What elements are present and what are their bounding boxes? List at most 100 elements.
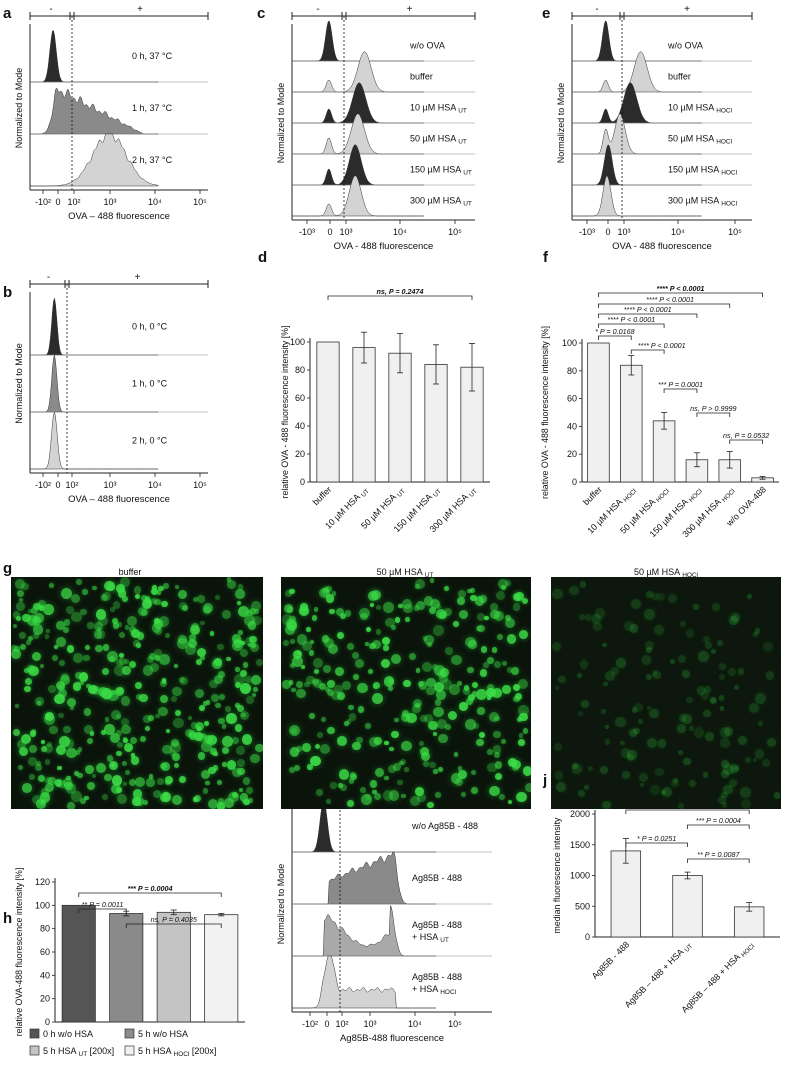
x-tick-label: 0 bbox=[324, 1019, 329, 1029]
cell-spot bbox=[66, 698, 76, 708]
cell-spot bbox=[477, 624, 485, 633]
cell-spot bbox=[352, 651, 360, 659]
cell-spot bbox=[239, 648, 248, 657]
cell-spot bbox=[487, 762, 497, 772]
cell-spot bbox=[435, 792, 441, 798]
cell-spot bbox=[128, 778, 136, 786]
cell-spot bbox=[645, 673, 653, 681]
cell-spot bbox=[518, 630, 528, 639]
cell-spot bbox=[82, 589, 88, 595]
cell-spot bbox=[184, 643, 196, 655]
cell-spot bbox=[244, 615, 256, 627]
cell-spot bbox=[154, 618, 160, 624]
cell-spot bbox=[26, 615, 38, 627]
cell-spot bbox=[72, 682, 82, 691]
cell-spot bbox=[352, 741, 361, 751]
row-label: w/o Ag85B - 488 bbox=[411, 821, 478, 831]
cell-spot bbox=[306, 675, 315, 685]
cell-spot bbox=[135, 682, 142, 689]
cell-spot bbox=[244, 675, 252, 683]
cell-spot bbox=[200, 769, 211, 779]
cell-spot bbox=[470, 769, 476, 776]
y-tick-label: 60 bbox=[295, 393, 305, 403]
cell-spot bbox=[250, 643, 256, 649]
significance-bracket bbox=[598, 292, 763, 297]
row-label: 10 µM HSA HOCl bbox=[668, 103, 732, 115]
x-tick-label: -10² bbox=[35, 480, 51, 490]
cell-spot bbox=[394, 717, 399, 723]
cell-spot bbox=[155, 627, 163, 636]
cell-spot bbox=[169, 742, 181, 754]
cell-spot bbox=[27, 608, 33, 614]
cell-spot bbox=[57, 688, 67, 698]
cell-spot bbox=[524, 782, 531, 792]
cell-spot bbox=[36, 761, 42, 767]
x-tick-label: -10³ bbox=[299, 227, 315, 237]
cell-spot bbox=[61, 588, 73, 599]
cell-spot bbox=[634, 703, 643, 712]
significance-label: ** P = 0.0087 bbox=[697, 850, 740, 859]
significance-bracket bbox=[625, 842, 688, 847]
cell-spot bbox=[384, 740, 389, 745]
cell-spot bbox=[434, 664, 446, 676]
cell-spot bbox=[96, 609, 107, 620]
y-axis-title: relative OVA-488 fluorescence intensity … bbox=[14, 868, 24, 1037]
significance-bracket bbox=[598, 303, 731, 308]
cell-spot bbox=[12, 611, 21, 619]
cell-spot bbox=[572, 762, 579, 769]
cell-spot bbox=[55, 680, 65, 691]
panel-letter: h bbox=[3, 910, 12, 927]
cell-spot bbox=[118, 658, 126, 666]
gate-minus-label: - bbox=[47, 272, 50, 283]
row-label: 150 µM HSA UT bbox=[410, 165, 472, 177]
cell-spot bbox=[26, 639, 32, 645]
cell-spot bbox=[71, 612, 82, 623]
cell-spot bbox=[423, 713, 433, 724]
cell-spot bbox=[134, 593, 141, 599]
legend-swatch bbox=[124, 1045, 135, 1056]
cell-spot bbox=[126, 616, 138, 627]
cell-spot bbox=[312, 658, 323, 669]
cell-spot bbox=[314, 743, 320, 749]
y-tick-label: 80 bbox=[40, 924, 50, 934]
cell-spot bbox=[116, 584, 126, 594]
cell-spot bbox=[222, 610, 232, 620]
cell-spot bbox=[218, 694, 225, 701]
cell-spot bbox=[196, 726, 202, 731]
y-tick-label: 40 bbox=[295, 421, 305, 431]
cell-spot bbox=[335, 607, 345, 616]
cell-spot bbox=[348, 704, 354, 711]
cell-spot bbox=[720, 759, 730, 768]
cell-spot bbox=[210, 694, 219, 703]
histogram-curve bbox=[572, 175, 702, 217]
cell-spot bbox=[430, 578, 435, 583]
cell-spot bbox=[645, 647, 652, 654]
cell-spot bbox=[115, 713, 122, 720]
cell-spot bbox=[622, 770, 630, 779]
cell-spot bbox=[495, 773, 503, 781]
cell-spot bbox=[554, 743, 562, 751]
cell-spot bbox=[136, 632, 145, 640]
cell-spot bbox=[216, 802, 226, 809]
cell-spot bbox=[203, 603, 214, 614]
cell-spot bbox=[16, 615, 22, 622]
x-tick-label: -10² bbox=[302, 1019, 318, 1029]
cell-spot bbox=[284, 589, 292, 598]
bar bbox=[733, 906, 765, 938]
cell-spot bbox=[201, 741, 213, 753]
significance-label: ns, P = 0.2474 bbox=[376, 287, 423, 296]
cell-spot bbox=[212, 765, 219, 772]
cell-spot bbox=[359, 607, 370, 619]
cell-spot bbox=[319, 743, 330, 754]
cell-spot bbox=[173, 717, 184, 729]
cell-spot bbox=[426, 686, 436, 696]
cell-spot bbox=[581, 700, 590, 709]
cell-spot bbox=[711, 648, 716, 654]
x-tick-label: 10² bbox=[65, 480, 78, 490]
x-tick-label: -10² bbox=[35, 197, 51, 207]
cell-spot bbox=[124, 625, 130, 630]
cell-spot bbox=[83, 724, 93, 734]
cell-spot bbox=[70, 593, 80, 603]
cell-spot bbox=[78, 672, 89, 682]
